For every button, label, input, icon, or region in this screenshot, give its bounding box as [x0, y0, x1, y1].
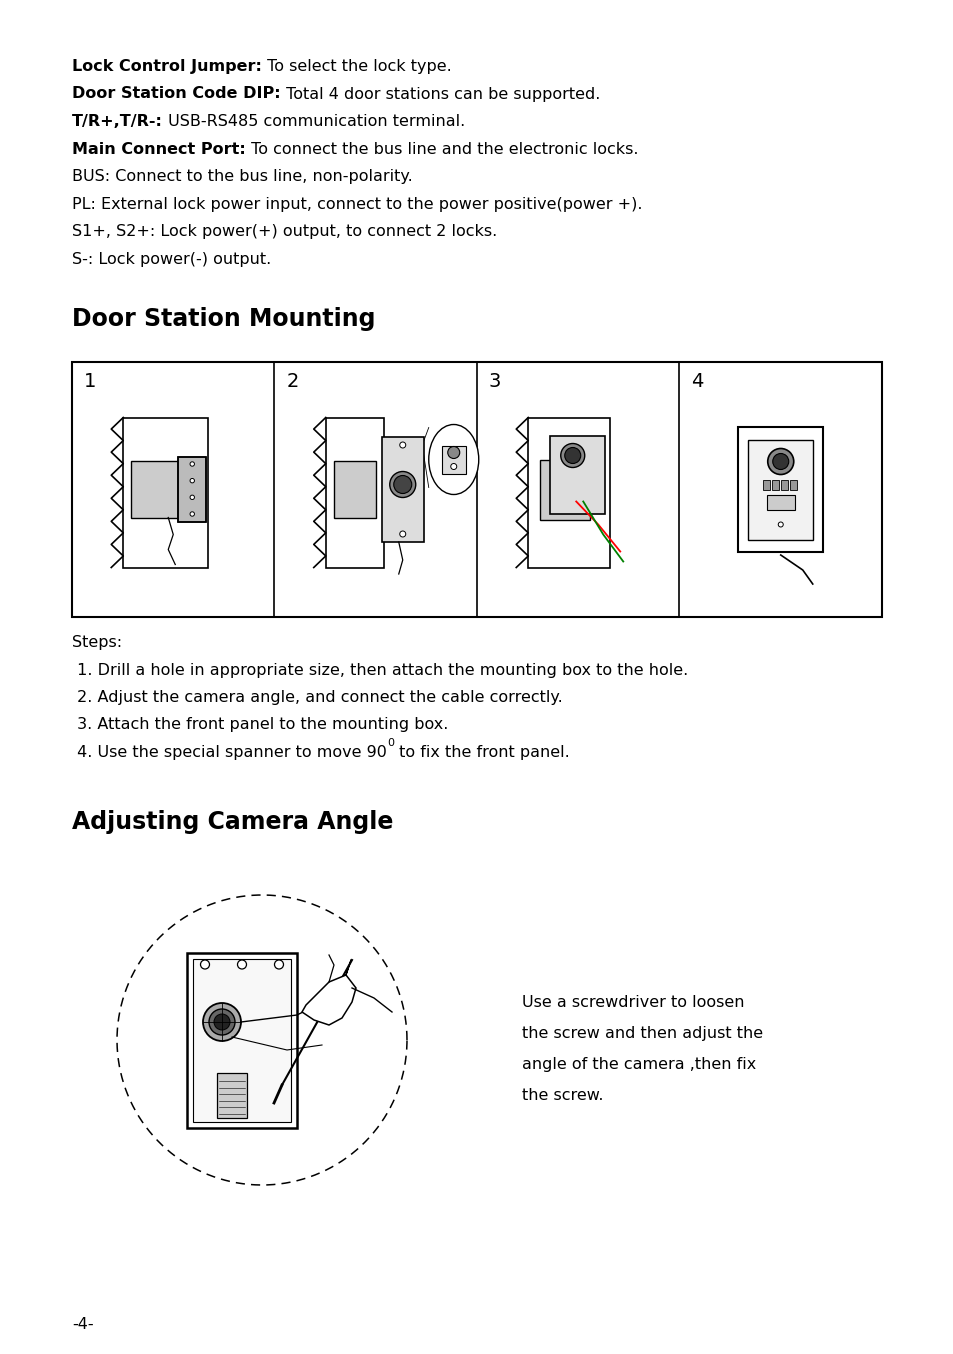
- Bar: [71, 362, 882, 617]
- Circle shape: [190, 512, 194, 516]
- Circle shape: [778, 523, 782, 527]
- Circle shape: [390, 471, 416, 497]
- Text: 3: 3: [489, 372, 501, 391]
- Text: To select the lock type.: To select the lock type.: [262, 60, 451, 74]
- Bar: [216, 1072, 247, 1117]
- Circle shape: [237, 960, 246, 969]
- Ellipse shape: [428, 425, 478, 494]
- Text: To connect the bus line and the electronic locks.: To connect the bus line and the electron…: [246, 142, 638, 157]
- Text: Main Connect Port:: Main Connect Port:: [71, 142, 246, 157]
- Bar: [178, 458, 206, 523]
- Circle shape: [213, 1014, 230, 1030]
- Circle shape: [399, 531, 405, 538]
- Text: 1. Drill a hole in appropriate size, then attach the mounting box to the hole.: 1. Drill a hole in appropriate size, the…: [71, 662, 687, 677]
- Bar: [789, 479, 796, 490]
- Circle shape: [772, 454, 788, 470]
- Polygon shape: [123, 417, 208, 567]
- Circle shape: [190, 462, 194, 466]
- Text: angle of the camera ,then fix: angle of the camera ,then fix: [521, 1057, 756, 1072]
- Circle shape: [767, 448, 793, 474]
- Text: 1: 1: [84, 372, 96, 391]
- Text: Use a screwdriver to loosen: Use a screwdriver to loosen: [521, 995, 743, 1010]
- Bar: [193, 959, 291, 1121]
- Bar: [187, 952, 296, 1128]
- Text: Steps:: Steps:: [71, 635, 122, 650]
- Text: Lock Control Jumper:: Lock Control Jumper:: [71, 60, 262, 74]
- Text: S1+, S2+: Lock power(+) output, to connect 2 locks.: S1+, S2+: Lock power(+) output, to conne…: [71, 223, 497, 240]
- Text: 4: 4: [691, 372, 703, 391]
- Text: S-: Lock power(-) output.: S-: Lock power(-) output.: [71, 252, 271, 267]
- Polygon shape: [325, 417, 383, 567]
- Text: 0: 0: [387, 738, 394, 749]
- Circle shape: [450, 463, 456, 470]
- Bar: [178, 458, 206, 523]
- Bar: [780, 479, 787, 490]
- Bar: [766, 496, 794, 509]
- Bar: [747, 440, 812, 539]
- Text: the screw.: the screw.: [521, 1089, 603, 1104]
- Text: 4. Use the special spanner to move 90: 4. Use the special spanner to move 90: [71, 745, 387, 760]
- Text: Door Station Mounting: Door Station Mounting: [71, 307, 375, 330]
- Bar: [539, 459, 590, 520]
- Bar: [550, 436, 604, 513]
- Text: USB-RS485 communication terminal.: USB-RS485 communication terminal.: [163, 114, 465, 129]
- Text: Door Station Code DIP:: Door Station Code DIP:: [71, 87, 280, 102]
- Text: PL: External lock power input, connect to the power positive(power +).: PL: External lock power input, connect t…: [71, 196, 641, 211]
- Circle shape: [399, 441, 405, 448]
- Bar: [381, 437, 423, 542]
- Text: -4-: -4-: [71, 1317, 93, 1332]
- Text: 3. Attach the front panel to the mounting box.: 3. Attach the front panel to the mountin…: [71, 718, 448, 733]
- Text: BUS: Connect to the bus line, non-polarity.: BUS: Connect to the bus line, non-polari…: [71, 169, 413, 184]
- Circle shape: [190, 478, 194, 483]
- Circle shape: [200, 960, 210, 969]
- Text: 2. Adjust the camera angle, and connect the cable correctly.: 2. Adjust the camera angle, and connect …: [71, 691, 562, 705]
- Bar: [132, 462, 196, 517]
- Circle shape: [564, 448, 580, 463]
- Bar: [771, 479, 778, 490]
- Circle shape: [560, 444, 584, 467]
- Circle shape: [209, 1009, 234, 1034]
- Polygon shape: [528, 417, 610, 567]
- Text: Adjusting Camera Angle: Adjusting Camera Angle: [71, 810, 393, 834]
- Circle shape: [447, 447, 459, 459]
- Bar: [738, 427, 822, 552]
- Circle shape: [203, 1003, 241, 1041]
- Circle shape: [394, 475, 412, 493]
- Text: the screw and then adjust the: the screw and then adjust the: [521, 1026, 762, 1041]
- Text: 2: 2: [286, 372, 298, 391]
- Text: Total 4 door stations can be supported.: Total 4 door stations can be supported.: [280, 87, 599, 102]
- Bar: [441, 445, 465, 474]
- Bar: [762, 479, 769, 490]
- Bar: [334, 462, 375, 517]
- Polygon shape: [302, 975, 355, 1025]
- Text: to fix the front panel.: to fix the front panel.: [394, 745, 569, 760]
- Text: T/R+,T/R-:: T/R+,T/R-:: [71, 114, 163, 129]
- Circle shape: [190, 496, 194, 500]
- Circle shape: [274, 960, 283, 969]
